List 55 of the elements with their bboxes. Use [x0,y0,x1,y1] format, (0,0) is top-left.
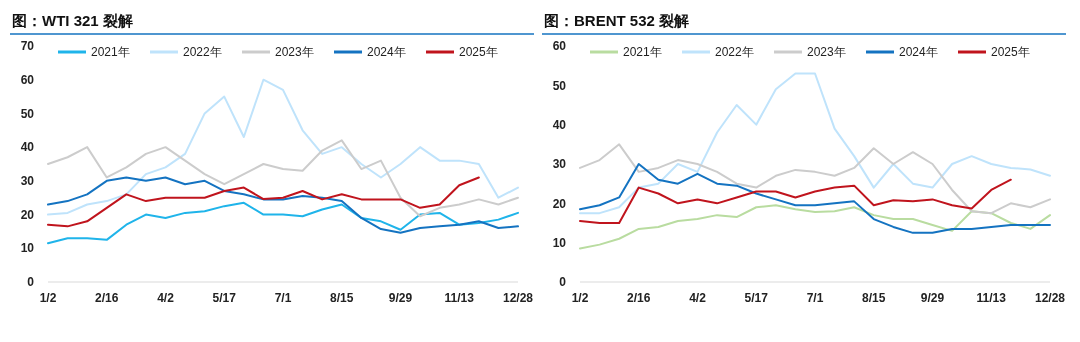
line-series [579,204,1051,250]
y-tick-label: 60 [20,72,35,87]
x-tick-label: 7/1 [806,291,824,305]
x-tick-label: 12/28 [502,291,534,305]
chart-title: 图：BRENT 532 裂解 [544,12,690,29]
x-tick-label: 8/15 [862,291,886,305]
legend-label: 2025年 [991,45,1030,60]
legend-label: 2023年 [275,45,314,60]
line-series [579,178,1012,224]
y-tick-label: 30 [20,174,35,189]
x-tick-label: 7/1 [274,291,292,305]
y-tick-label: 20 [552,196,567,211]
x-tick-label: 9/29 [388,291,413,305]
x-tick-label: 5/17 [212,291,237,305]
legend-label: 2023年 [807,45,846,60]
y-tick-label: 30 [552,157,567,172]
y-tick-label: 10 [552,235,567,250]
y-tick-label: 0 [559,275,567,290]
y-tick-label: 60 [552,39,567,54]
y-tick-label: 50 [20,106,35,121]
legend-label: 2024年 [367,45,406,60]
line-series [47,139,519,218]
x-tick-label: 1/2 [571,291,589,305]
y-tick-label: 50 [552,78,567,93]
legend-label: 2021年 [623,45,662,60]
legend-label: 2025年 [459,45,498,60]
x-tick-label: 5/17 [744,291,769,305]
legend-label: 2022年 [715,45,754,60]
chart-title: 图：WTI 321 裂解 [12,12,133,29]
line-series [579,72,1051,215]
legend-label: 2024年 [899,45,938,60]
y-tick-label: 70 [20,39,35,54]
x-tick-label: 9/29 [920,291,945,305]
x-tick-label: 8/15 [330,291,354,305]
line-series [47,78,519,216]
x-tick-label: 11/13 [976,291,1007,305]
x-tick-label: 4/2 [157,291,175,305]
y-tick-label: 10 [20,241,35,256]
x-tick-label: 1/2 [39,291,57,305]
x-tick-label: 4/2 [689,291,707,305]
y-tick-label: 0 [27,275,35,290]
line-series [579,143,1051,215]
legend-label: 2022年 [183,45,222,60]
line-series [579,163,1051,234]
x-tick-label: 2/16 [95,291,119,305]
x-tick-label: 12/28 [1034,291,1066,305]
x-tick-label: 11/13 [444,291,475,305]
line-series [47,176,519,234]
y-tick-label: 40 [20,140,35,155]
line-series [47,176,480,228]
y-tick-label: 40 [552,117,567,132]
line-series [47,201,519,245]
legend-label: 2021年 [91,45,130,60]
x-tick-label: 2/16 [627,291,651,305]
y-tick-label: 20 [20,207,35,222]
